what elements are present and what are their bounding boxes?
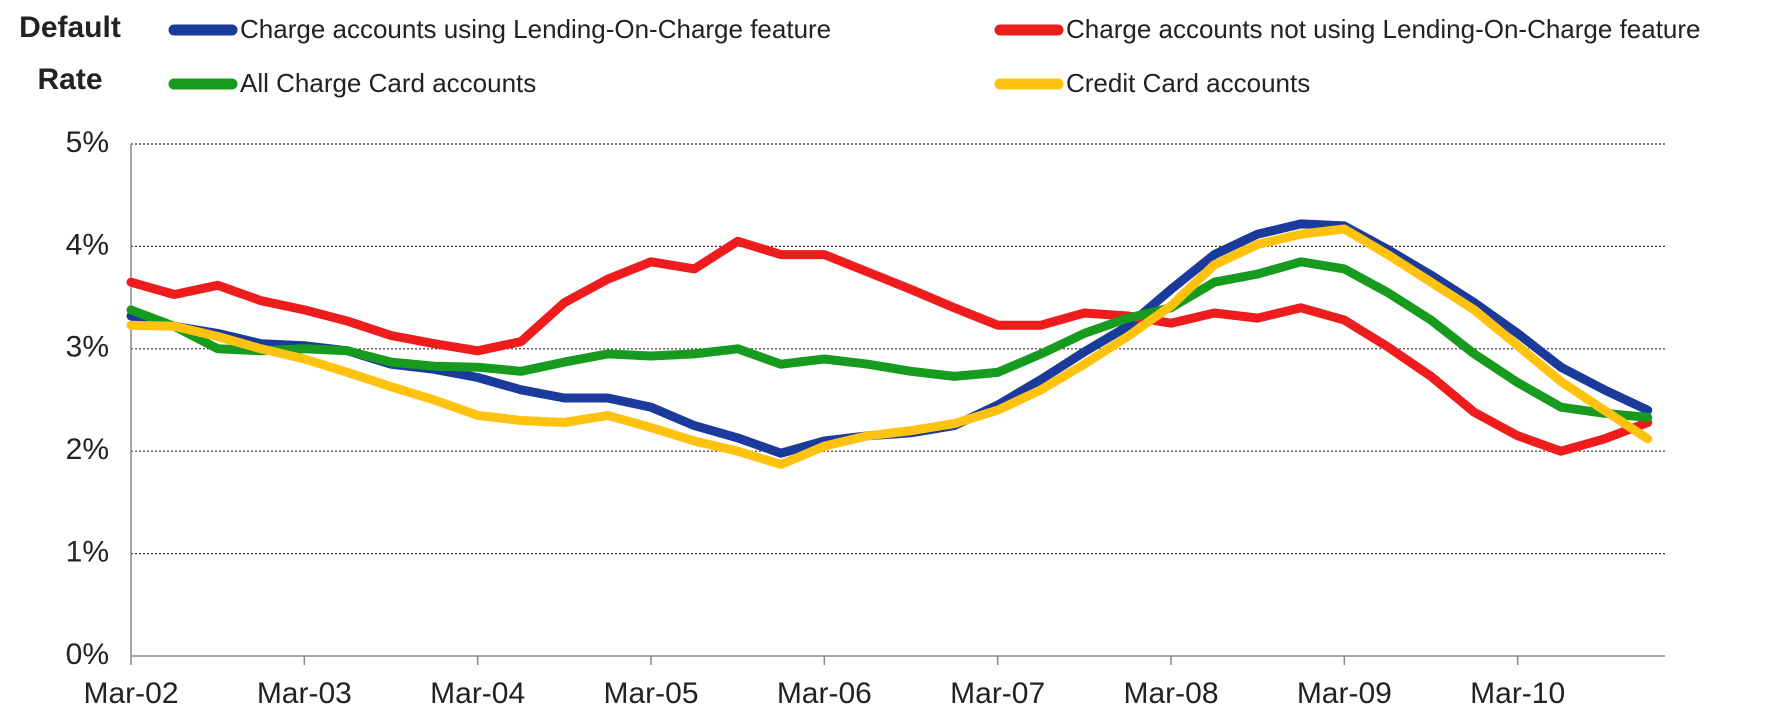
y-tick-label: 0% bbox=[66, 638, 109, 671]
y-tick-label: 5% bbox=[66, 126, 109, 159]
y-tick-label: 2% bbox=[66, 433, 109, 466]
x-tick-label: Mar-04 bbox=[430, 677, 525, 710]
legend-label: Charge accounts not using Lending-On-Cha… bbox=[1066, 14, 1701, 44]
series-line bbox=[126, 257, 1653, 422]
x-tick-label: Mar-05 bbox=[603, 677, 698, 710]
x-tick-label: Mar-07 bbox=[950, 677, 1045, 710]
legend-label: Credit Card accounts bbox=[1066, 68, 1310, 98]
series-line bbox=[126, 236, 1653, 456]
x-tick-label: Mar-09 bbox=[1297, 677, 1392, 710]
y-tick-label: 3% bbox=[66, 331, 109, 364]
x-tick-label: Mar-02 bbox=[83, 677, 178, 710]
y-axis-label: Default Rate bbox=[19, 11, 121, 96]
series-line bbox=[126, 224, 1653, 469]
x-tick-label: Mar-10 bbox=[1470, 677, 1565, 710]
y-tick-label: 1% bbox=[66, 536, 109, 569]
x-tick-label: Mar-08 bbox=[1123, 677, 1218, 710]
x-tick-label: Mar-03 bbox=[257, 677, 352, 710]
x-tick-label: Mar-06 bbox=[777, 677, 872, 710]
series-line bbox=[126, 219, 1653, 458]
legend-label: Charge accounts using Lending-On-Charge … bbox=[240, 14, 831, 44]
y-tick-label: 4% bbox=[66, 228, 109, 261]
legend-label: All Charge Card accounts bbox=[240, 68, 536, 98]
